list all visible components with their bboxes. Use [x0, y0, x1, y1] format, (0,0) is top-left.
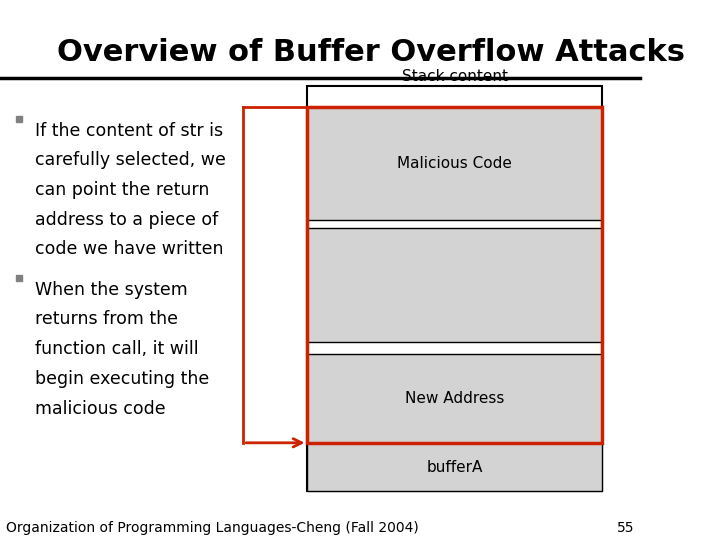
- Text: If the content of str is: If the content of str is: [35, 122, 223, 139]
- Bar: [307, 107, 602, 220]
- Text: function call, it will: function call, it will: [35, 340, 199, 358]
- Text: Malicious Code: Malicious Code: [397, 156, 512, 171]
- Text: bufferA: bufferA: [426, 460, 483, 475]
- Text: can point the return: can point the return: [35, 181, 210, 199]
- Bar: [307, 443, 602, 491]
- Text: When the system: When the system: [35, 281, 188, 299]
- Bar: [307, 228, 602, 342]
- Bar: [307, 86, 602, 491]
- Text: code we have written: code we have written: [35, 240, 224, 258]
- Text: Overview of Buffer Overflow Attacks: Overview of Buffer Overflow Attacks: [58, 38, 685, 67]
- Text: begin executing the: begin executing the: [35, 370, 210, 388]
- Bar: [307, 106, 602, 443]
- Text: address to a piece of: address to a piece of: [35, 211, 218, 228]
- Text: Stack content: Stack content: [402, 69, 508, 84]
- Text: malicious code: malicious code: [35, 400, 166, 417]
- Text: Organization of Programming Languages-Cheng (Fall 2004): Organization of Programming Languages-Ch…: [6, 521, 419, 535]
- Text: 55: 55: [616, 521, 634, 535]
- Text: returns from the: returns from the: [35, 310, 179, 328]
- Text: carefully selected, we: carefully selected, we: [35, 151, 226, 169]
- Bar: [307, 354, 602, 443]
- Text: New Address: New Address: [405, 391, 504, 406]
